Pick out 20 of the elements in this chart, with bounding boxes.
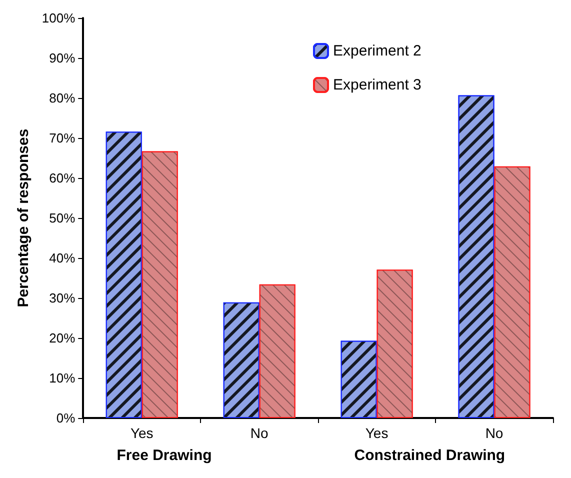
x-tick-label: No (250, 425, 268, 441)
y-tick-label: 60% (49, 170, 76, 186)
x-tick-label: No (485, 425, 504, 441)
text: Free Drawing (116, 447, 212, 464)
x-tick-label: Yes (130, 425, 154, 441)
y-tick-label: 70% (49, 130, 76, 146)
y-tick-label: 100% (42, 10, 76, 26)
legend-label: Experiment 2 (333, 42, 422, 60)
x-tick-label: Yes (365, 425, 388, 441)
y-tick-label: 40% (49, 250, 76, 266)
text: Constrained Drawing (354, 447, 506, 464)
y-tick-label: 80% (49, 90, 76, 106)
y-tick-label: 50% (49, 210, 76, 226)
y-tick-label: 90% (49, 50, 76, 66)
legend-label: Experiment 3 (333, 76, 422, 94)
y-tick-label: 10% (49, 370, 76, 386)
y-tick-label: 0% (56, 410, 76, 426)
y-axis-title: Percentage of responses (15, 128, 32, 308)
y-tick-label: 20% (49, 330, 76, 346)
y-tick-label: 30% (49, 290, 76, 306)
